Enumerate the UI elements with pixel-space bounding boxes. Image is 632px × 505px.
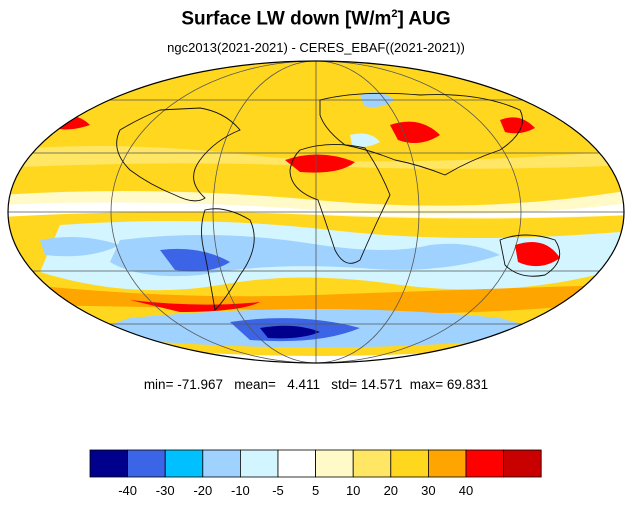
grid-meridian-120 [110,61,522,363]
colorbar-box [390,449,429,478]
statistics-line: min= -71.967 mean= 4.411 std= 14.571 max… [0,377,632,392]
field-antarctic-dark-blue [260,325,320,339]
colorbar-boxes [89,449,542,478]
field-band-north [8,146,624,169]
colorbar-tick-label: -10 [231,483,250,498]
coast-australia [499,234,561,277]
field-mediterranean-light-blue [350,133,380,147]
coast-south-america [201,208,255,311]
stat-std-value: 14.571 [360,377,403,392]
plot-title-main: Surface LW down [W/m [181,8,392,30]
coast-africa [289,143,391,264]
stat-std-label: std= [331,377,358,392]
field-band-zero [8,202,624,218]
field-sahara-red [285,154,355,173]
field-central-asia-red [390,121,440,144]
coast-north-america [116,107,241,202]
stat-max-value: 69.831 [446,377,489,392]
colorbar-labels: -40 -30 -20 -10 -5 5 10 20 30 40 [118,483,473,498]
colorbar-box [277,449,316,478]
grid-meridian-60 [212,61,420,363]
field-southwest-pacific-blue [40,236,120,257]
coast-eurasia [319,92,523,176]
colorbar-box [127,449,166,478]
colorbar-box [202,449,241,478]
colorbar-box [164,449,204,478]
plot-title-superscript: 2 [391,8,398,20]
difference-map [7,60,625,364]
colorbar-tick-label: -40 [118,483,137,498]
colorbar-box [89,449,128,478]
colorbar-tick-label: 10 [346,483,360,498]
field-siberia-red [500,117,535,134]
plot-title: Surface LW down [W/m2] AUG [0,8,632,30]
stat-min-value: -71.967 [177,377,224,392]
colorbar-box [352,449,392,478]
field-southern-ocean-red [130,300,260,312]
stat-min-label: min= [143,377,174,392]
plot-title-month: ] AUG [397,8,451,30]
stat-mean-label: mean= [234,377,276,392]
colorbar-tick-label: 20 [384,483,398,498]
colorbar-box [427,449,467,478]
globe-outline [7,60,625,364]
colorbar-tick-label: 40 [459,483,473,498]
stat-mean-value: 4.411 [287,377,320,392]
colorbar-tick-label: -5 [272,483,284,498]
field-australia-red [515,241,560,267]
colorbar-tick-label: 30 [421,483,435,498]
plot-subtitle: ngc2013(2021-2021) - CERES_EBAF((2021-20… [167,40,465,55]
colorbar-tick-label: 5 [312,483,319,498]
colorbar-tick-label: -30 [156,483,175,498]
colorbar-tick-label: -20 [193,483,212,498]
colorbar-box [239,449,279,478]
colorbar-box [465,449,504,478]
field-southeast-pacific-blue [160,248,230,272]
coastlines [116,92,561,311]
colorbar-box [315,449,354,478]
stat-max-label: max= [409,377,444,392]
colorbar-box [503,449,542,478]
